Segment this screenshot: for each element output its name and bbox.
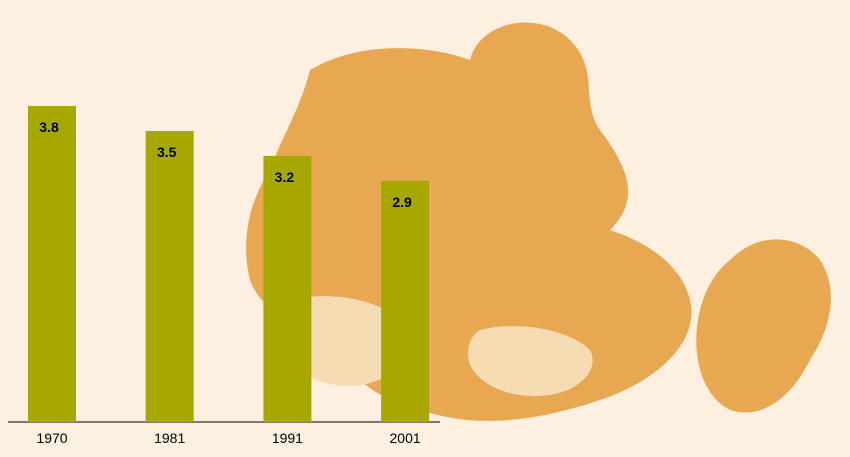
x-tick-label: 1981 <box>154 430 185 446</box>
figure-shape <box>468 326 593 396</box>
background-illustration <box>246 22 831 421</box>
x-tick-label: 1991 <box>272 430 303 446</box>
value-label: 3.5 <box>157 144 177 160</box>
x-tick-label: 1970 <box>36 430 67 446</box>
bar <box>28 106 76 422</box>
x-tick-label: 2001 <box>390 430 421 446</box>
bar <box>263 155 312 423</box>
value-label: 2.9 <box>392 194 412 210</box>
figure-shape <box>696 239 831 413</box>
value-label: 3.2 <box>275 169 295 185</box>
value-label: 3.8 <box>39 119 59 135</box>
bar <box>145 130 194 422</box>
bar <box>381 180 430 422</box>
